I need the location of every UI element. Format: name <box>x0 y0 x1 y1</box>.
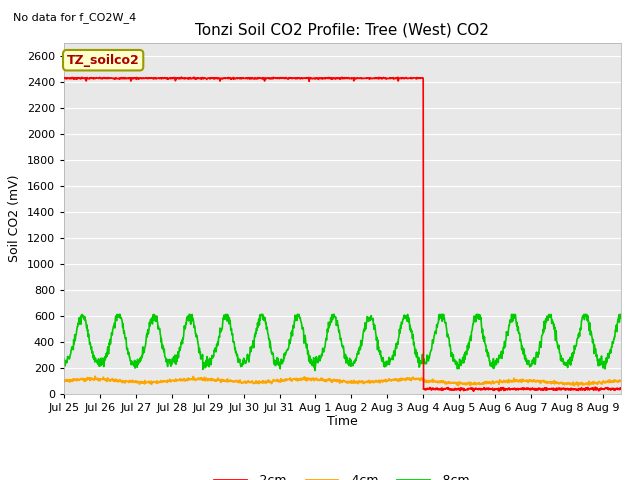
Y-axis label: Soil CO2 (mV): Soil CO2 (mV) <box>8 175 21 262</box>
Text: TZ_soilco2: TZ_soilco2 <box>67 54 140 67</box>
Title: Tonzi Soil CO2 Profile: Tree (West) CO2: Tonzi Soil CO2 Profile: Tree (West) CO2 <box>195 23 490 38</box>
X-axis label: Time: Time <box>327 415 358 429</box>
Legend: -2cm, -4cm, -8cm: -2cm, -4cm, -8cm <box>209 469 476 480</box>
Text: No data for f_CO2W_4: No data for f_CO2W_4 <box>13 12 136 23</box>
